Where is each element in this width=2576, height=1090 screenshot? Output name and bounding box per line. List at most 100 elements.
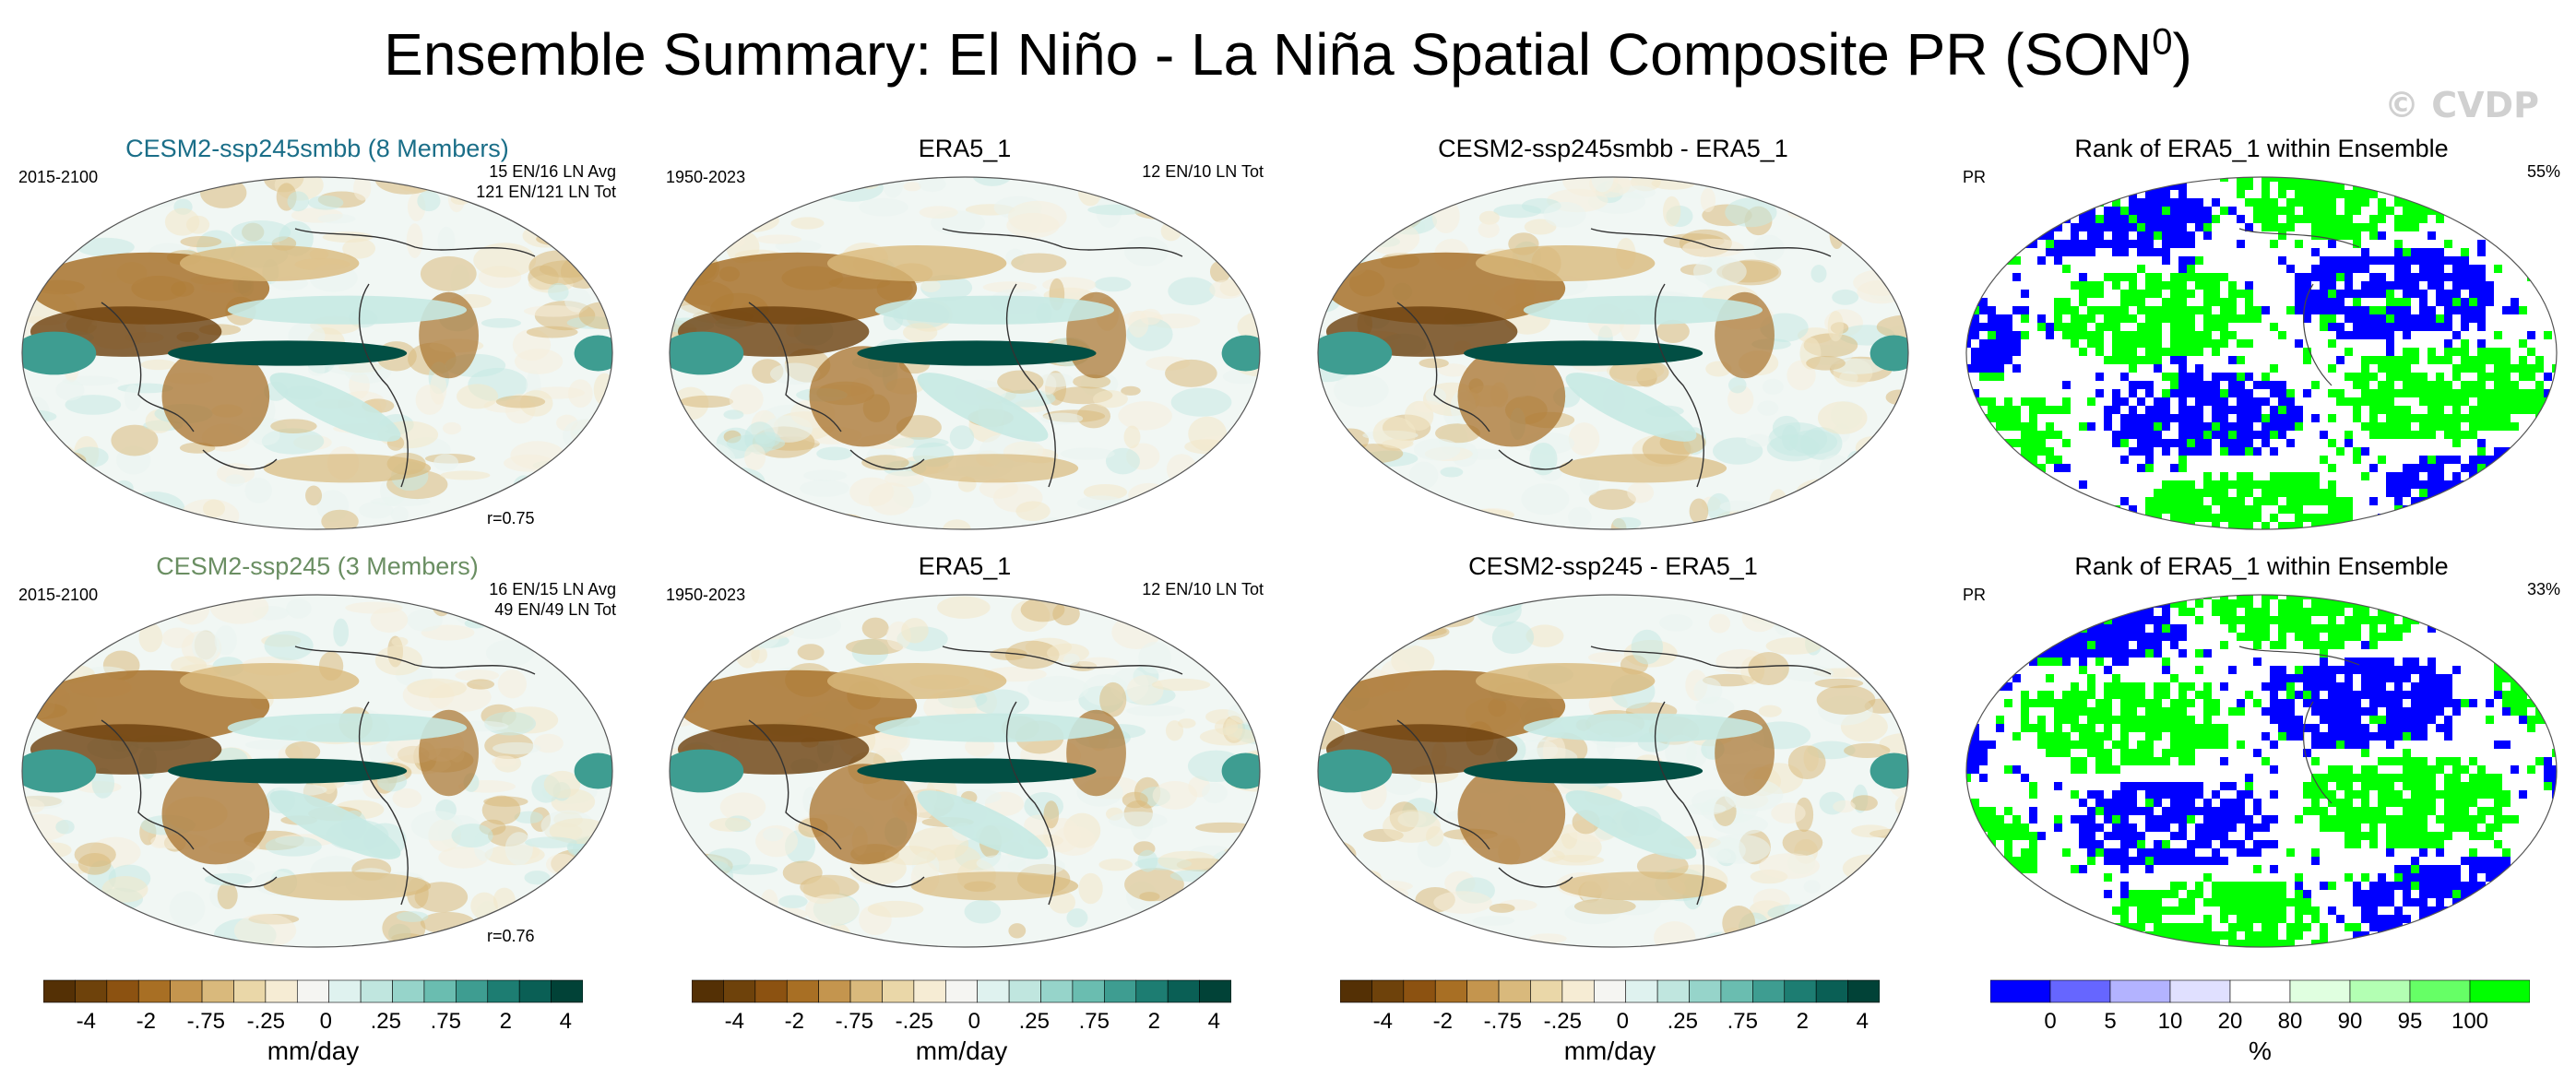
- colorbar-swatch: [2289, 979, 2351, 1003]
- colorbar-swatch: [2109, 979, 2171, 1003]
- colorbar-swatch: [1989, 979, 2051, 1003]
- colorbar-swatch: [1784, 979, 1817, 1003]
- rank-map: [1963, 173, 2560, 533]
- panel-title: ERA5_1: [918, 135, 1012, 162]
- panel-count-label: 12 EN/10 LN Tot: [1142, 162, 1264, 181]
- colorbar-swatch: [360, 979, 393, 1003]
- panel-period-label: 2015-2100: [18, 586, 99, 604]
- colorbar-swatch: [1530, 979, 1563, 1003]
- colorbar-tick-label: 100: [2451, 1009, 2489, 1034]
- colorbar-swatch: [456, 979, 489, 1003]
- panel-period-label: 1950-2023: [666, 586, 746, 604]
- colorbar-swatch: [1434, 979, 1467, 1003]
- colorbar-swatch: [2229, 979, 2291, 1003]
- colorbar-swatch: [137, 979, 171, 1003]
- colorbar-unit-label: mm/day: [1563, 1037, 1656, 1065]
- colorbar-swatch: [201, 979, 234, 1003]
- pattern-correlation-label: r=0.76: [487, 927, 535, 945]
- colorbar-tick-label: .25: [1018, 1009, 1050, 1034]
- panel-total-label: 121 EN/121 LN Tot: [476, 183, 616, 201]
- pattern-correlation-label: r=0.75: [487, 509, 535, 527]
- panel-title: Rank of ERA5_1 within Ensemble: [2074, 135, 2449, 162]
- colorbar-swatch: [1008, 979, 1041, 1003]
- colorbar-swatch: [882, 979, 915, 1003]
- composite-map: [18, 591, 616, 951]
- colorbar-tick-label: 0: [967, 1009, 980, 1034]
- colorbar-tick-label: .25: [370, 1009, 401, 1034]
- composite-map-svg: [1317, 594, 1909, 948]
- figure-title-superscript: 0: [2152, 21, 2173, 63]
- colorbar-swatch: [1072, 979, 1105, 1003]
- panel-title: Rank of ERA5_1 within Ensemble: [2074, 552, 2449, 580]
- colorbar-swatch: [754, 979, 788, 1003]
- panel-period-label: PR: [1963, 168, 1987, 186]
- colorbar-1: -4 -2 -.75 -.25 0 .25 .75 2 4 mm/day: [42, 979, 584, 1081]
- colorbar-swatch: [1199, 979, 1232, 1003]
- colorbar-3: -4 -2 -.75 -.25 0 .25 .75 2 4 mm/day: [1339, 979, 1881, 1081]
- colorbar-tick-label: 0: [1616, 1009, 1629, 1034]
- panel-count-label: 55%: [2526, 162, 2560, 181]
- colorbar-swatch: [487, 979, 520, 1003]
- panel-r1-c3: CESM2-ssp245smbb - ERA5_1: [1314, 129, 1912, 544]
- colorbar-swatch: [75, 979, 108, 1003]
- cvdp-watermark: © CVDP: [2384, 85, 2539, 125]
- colorbar-tick-label: 2: [1147, 1009, 1160, 1034]
- colorbar-swatch: [2169, 979, 2231, 1003]
- figure-title-close: ): [2172, 21, 2192, 88]
- colorbar-tick-label: -2: [784, 1009, 804, 1034]
- colorbar-swatch: [1656, 979, 1690, 1003]
- panel-r1-c2: ERA5_1 1950-2023 12 EN/10 LN Tot: [666, 129, 1264, 544]
- rank-map-svg: [1965, 176, 2558, 530]
- colorbar-swatch: [1167, 979, 1200, 1003]
- colorbar-swatch: [913, 979, 946, 1003]
- panel-title: CESM2-ssp245smbb (8 Members): [125, 135, 509, 162]
- colorbar-tick-label: 5: [2104, 1009, 2117, 1034]
- colorbar-unit-label: mm/day: [267, 1037, 360, 1065]
- composite-map-svg: [669, 594, 1261, 948]
- panel-r2-c4: Rank of ERA5_1 within Ensemble PR 33%: [1963, 547, 2560, 962]
- colorbar-tick-label: -2: [1432, 1009, 1453, 1034]
- panel-count-label: 33%: [2526, 580, 2560, 598]
- panel-r2-c1: CESM2-ssp245 (3 Members) 2015-2100 16 EN/1…: [18, 547, 616, 962]
- colorbar-tick-label: -4: [724, 1009, 744, 1034]
- composite-map: [666, 173, 1264, 533]
- colorbar-swatch: [1466, 979, 1500, 1003]
- colorbar-tick-label: .75: [1078, 1009, 1110, 1034]
- colorbar-swatch: [2349, 979, 2411, 1003]
- colorbar-swatches: [691, 979, 1232, 1003]
- composite-map-svg: [21, 594, 613, 948]
- colorbar-swatch: [423, 979, 457, 1003]
- composite-map: [1314, 591, 1912, 951]
- colorbar-swatches: [1339, 979, 1881, 1003]
- composite-map-svg: [1317, 176, 1909, 530]
- colorbar-tick-label: -.75: [186, 1009, 225, 1034]
- colorbar-swatch: [1815, 979, 1848, 1003]
- colorbar-tick-label: .75: [430, 1009, 461, 1034]
- figure-title: Ensemble Summary: El Niño - La Niña Spat…: [0, 20, 2576, 89]
- colorbar-tick-label: -.75: [1483, 1009, 1522, 1034]
- colorbar-swatch: [2469, 979, 2531, 1003]
- panel-count-label: 12 EN/10 LN Tot: [1142, 580, 1264, 598]
- composite-map: [1314, 173, 1912, 533]
- colorbar-swatch: [1104, 979, 1137, 1003]
- panel-r2-c2: ERA5_1 1950-2023 12 EN/10 LN Tot: [666, 547, 1264, 962]
- colorbar-swatch: [944, 979, 979, 1003]
- colorbar-swatch: [392, 979, 425, 1003]
- figure-title-text: Ensemble Summary: El Niño - La Niña Spat…: [384, 21, 2153, 88]
- colorbar-tick-label: -4: [1372, 1009, 1393, 1034]
- colorbar-swatch: [1135, 979, 1169, 1003]
- colorbar-swatch: [2049, 979, 2111, 1003]
- panel-r2-c3: CESM2-ssp245 - ERA5_1: [1314, 547, 1912, 962]
- colorbar-swatch: [2409, 979, 2471, 1003]
- colorbar-swatch: [1403, 979, 1436, 1003]
- composite-map: [666, 591, 1264, 951]
- colorbar-tick-label: -.25: [246, 1009, 285, 1034]
- colorbar-tick-label: 4: [559, 1009, 572, 1034]
- colorbar-tick-label: -.25: [895, 1009, 933, 1034]
- colorbar-tick-label: 0: [2044, 1009, 2057, 1034]
- colorbar-swatch: [849, 979, 883, 1003]
- colorbar-swatch: [106, 979, 139, 1003]
- panel-count-label: 16 EN/15 LN Avg: [489, 580, 616, 598]
- colorbar-tick-label: 2: [499, 1009, 512, 1034]
- colorbar-swatch: [1339, 979, 1372, 1003]
